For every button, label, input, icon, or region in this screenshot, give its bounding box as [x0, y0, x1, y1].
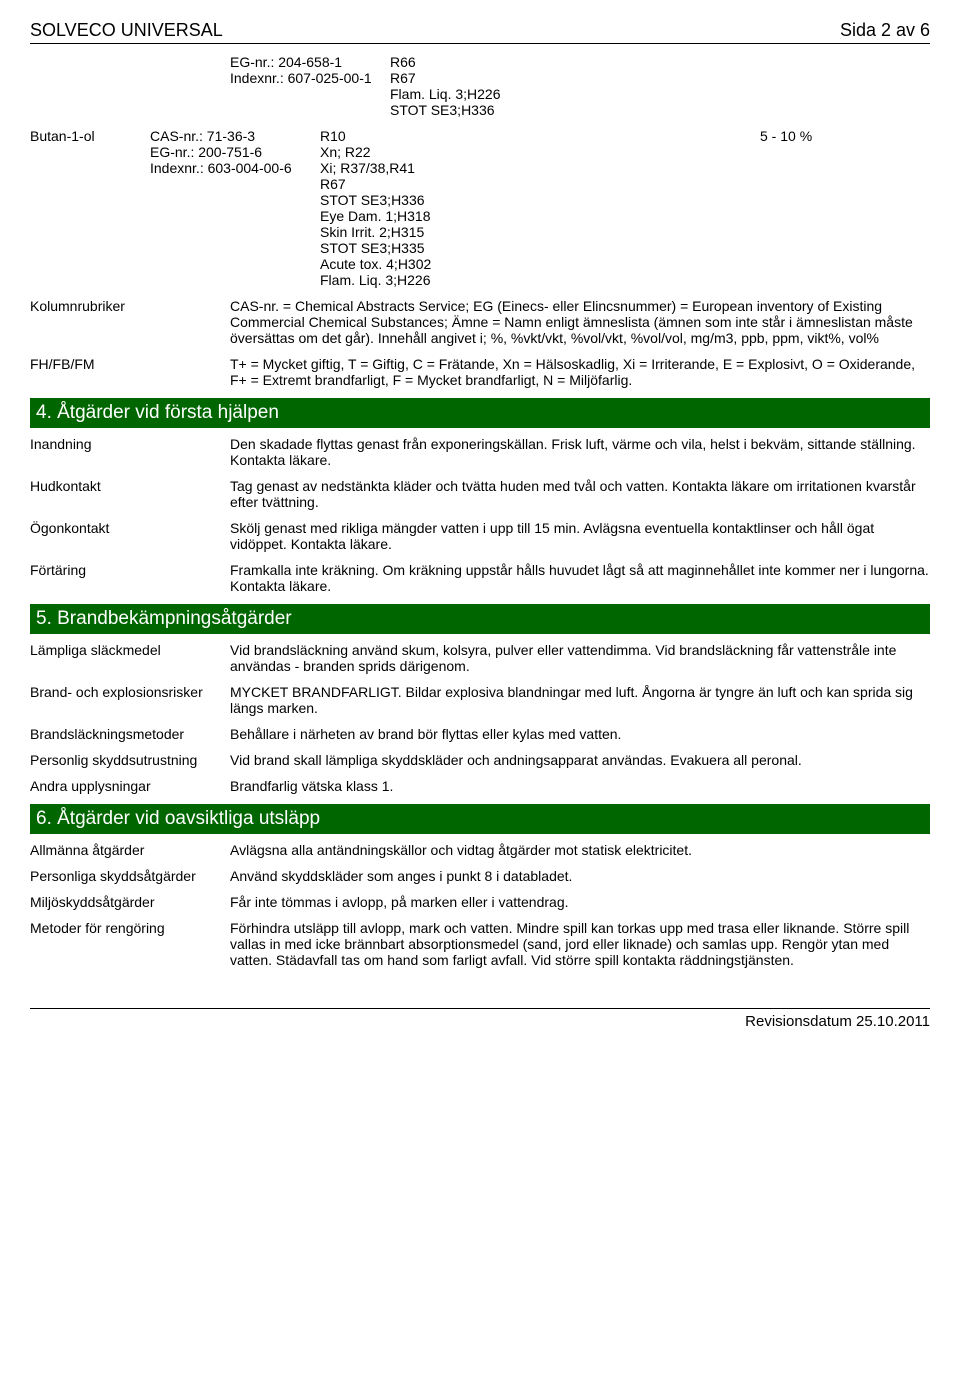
page-footer: Revisionsdatum 25.10.2011 [30, 1008, 930, 1030]
hazard-line: R10 [320, 128, 760, 144]
id-row: Flam. Liq. 3;H226 [230, 86, 930, 102]
kolumnrubriker-row: Kolumnrubriker CAS-nr. = Chemical Abstra… [30, 298, 930, 346]
fhfbfm-row: FH/FB/FM T+ = Mycket giftig, T = Giftig,… [30, 356, 930, 388]
personlig-skyddsutrustning-text: Vid brand skall lämpliga skyddskläder oc… [230, 752, 930, 768]
inandning-text: Den skadade flyttas genast från exponeri… [230, 436, 930, 468]
page-header: SOLVECO UNIVERSAL Sida 2 av 6 [30, 20, 930, 44]
inandning-label: Inandning [30, 436, 230, 468]
allmanna-atgarder-text: Avlägsna alla antändningskällor och vidt… [230, 842, 930, 858]
blank-label [230, 102, 390, 118]
section-5-row: Brandsläckningsmetoder Behållare i närhe… [30, 726, 930, 742]
indexnr-label: Indexnr.: 607-025-00-1 [230, 70, 390, 86]
hazard-line: Flam. Liq. 3;H226 [320, 272, 760, 288]
section-5-header: 5. Brandbekämpningsåtgärder [30, 604, 930, 634]
hazard-value: Flam. Liq. 3;H226 [390, 86, 930, 102]
section-5-row: Brand- och explosionsrisker MYCKET BRAND… [30, 684, 930, 716]
lampliga-slackmedel-text: Vid brandsläckning använd skum, kolsyra,… [230, 642, 930, 674]
page-number: Sida 2 av 6 [840, 20, 930, 41]
blank-label [230, 86, 390, 102]
ogonkontakt-text: Skölj genast med rikliga mängder vatten … [230, 520, 930, 552]
personlig-skyddsutrustning-label: Personlig skyddsutrustning [30, 752, 230, 768]
section-4-row: Ögonkontakt Skölj genast med rikliga män… [30, 520, 930, 552]
substance-row: Butan-1-ol CAS-nr.: 71-36-3 EG-nr.: 200-… [30, 128, 930, 288]
page: SOLVECO UNIVERSAL Sida 2 av 6 EG-nr.: 20… [0, 0, 960, 1050]
hazard-line: Skin Irrit. 2;H315 [320, 224, 760, 240]
doc-title: SOLVECO UNIVERSAL [30, 20, 223, 41]
fhfbfm-text: T+ = Mycket giftig, T = Giftig, C = Frät… [230, 356, 930, 388]
substance-cas: CAS-nr.: 71-36-3 [150, 128, 320, 144]
personliga-skyddsatgarder-text: Använd skyddskläder som anges i punkt 8 … [230, 868, 930, 884]
miljoskyddsatgarder-label: Miljöskyddsåtgärder [30, 894, 230, 910]
fhfbfm-label: FH/FB/FM [30, 356, 230, 388]
metoder-rengoring-label: Metoder för rengöring [30, 920, 230, 968]
hazard-line: Eye Dam. 1;H318 [320, 208, 760, 224]
eg-nr-value: R66 [390, 54, 930, 70]
kolumnrubriker-text: CAS-nr. = Chemical Abstracts Service; EG… [230, 298, 930, 346]
substance-eg: EG-nr.: 200-751-6 [150, 144, 320, 160]
andra-upplysningar-text: Brandfarlig vätska klass 1. [230, 778, 930, 794]
section-6-row: Miljöskyddsåtgärder Får inte tömmas i av… [30, 894, 930, 910]
section-6-header: 6. Åtgärder vid oavsiktliga utsläpp [30, 804, 930, 834]
section-5-row: Andra upplysningar Brandfarlig vätska kl… [30, 778, 930, 794]
substance-percent: 5 - 10 % [760, 128, 930, 288]
fortaring-text: Framkalla inte kräkning. Om kräkning upp… [230, 562, 930, 594]
id-row: EG-nr.: 204-658-1 R66 [230, 54, 930, 70]
section-5-row: Personlig skyddsutrustning Vid brand ska… [30, 752, 930, 768]
hazard-line: Acute tox. 4;H302 [320, 256, 760, 272]
section-5-row: Lämpliga släckmedel Vid brandsläckning a… [30, 642, 930, 674]
kolumnrubriker-label: Kolumnrubriker [30, 298, 230, 346]
substance-ids: CAS-nr.: 71-36-3 EG-nr.: 200-751-6 Index… [150, 128, 320, 288]
section-4-row: Förtäring Framkalla inte kräkning. Om kr… [30, 562, 930, 594]
substance-indexnr: Indexnr.: 603-004-00-6 [150, 160, 320, 176]
id-row: Indexnr.: 607-025-00-1 R67 [230, 70, 930, 86]
fortaring-label: Förtäring [30, 562, 230, 594]
personliga-skyddsatgarder-label: Personliga skyddsåtgärder [30, 868, 230, 884]
ogonkontakt-label: Ögonkontakt [30, 520, 230, 552]
substance-hazards: R10 Xn; R22 Xi; R37/38,R41 R67 STOT SE3;… [320, 128, 760, 288]
hazard-line: Xn; R22 [320, 144, 760, 160]
hazard-line: STOT SE3;H335 [320, 240, 760, 256]
id-row: STOT SE3;H336 [230, 102, 930, 118]
section-4-row: Hudkontakt Tag genast av nedstänkta kläd… [30, 478, 930, 510]
revision-date: Revisionsdatum 25.10.2011 [745, 1013, 930, 1030]
section-6-row: Personliga skyddsåtgärder Använd skyddsk… [30, 868, 930, 884]
top-id-block: EG-nr.: 204-658-1 R66 Indexnr.: 607-025-… [230, 54, 930, 118]
brandslackningsmetoder-label: Brandsläckningsmetoder [30, 726, 230, 742]
hudkontakt-label: Hudkontakt [30, 478, 230, 510]
section-6-row: Metoder för rengöring Förhindra utsläpp … [30, 920, 930, 968]
section-4-header: 4. Åtgärder vid första hjälpen [30, 398, 930, 428]
miljoskyddsatgarder-text: Får inte tömmas i avlopp, på marken elle… [230, 894, 930, 910]
section-4-row: Inandning Den skadade flyttas genast frå… [30, 436, 930, 468]
brandslackningsmetoder-text: Behållare i närheten av brand bör flytta… [230, 726, 930, 742]
hazard-line: R67 [320, 176, 760, 192]
hazard-value: STOT SE3;H336 [390, 102, 930, 118]
allmanna-atgarder-label: Allmänna åtgärder [30, 842, 230, 858]
indexnr-value: R67 [390, 70, 930, 86]
eg-nr-label: EG-nr.: 204-658-1 [230, 54, 390, 70]
metoder-rengoring-text: Förhindra utsläpp till avlopp, mark och … [230, 920, 930, 968]
brand-explosionsrisker-label: Brand- och explosionsrisker [30, 684, 230, 716]
hazard-line: Xi; R37/38,R41 [320, 160, 760, 176]
hudkontakt-text: Tag genast av nedstänkta kläder och tvät… [230, 478, 930, 510]
substance-name: Butan-1-ol [30, 128, 150, 288]
hazard-line: STOT SE3;H336 [320, 192, 760, 208]
brand-explosionsrisker-text: MYCKET BRANDFARLIGT. Bildar explosiva bl… [230, 684, 930, 716]
section-6-row: Allmänna åtgärder Avlägsna alla antändni… [30, 842, 930, 858]
lampliga-slackmedel-label: Lämpliga släckmedel [30, 642, 230, 674]
andra-upplysningar-label: Andra upplysningar [30, 778, 230, 794]
